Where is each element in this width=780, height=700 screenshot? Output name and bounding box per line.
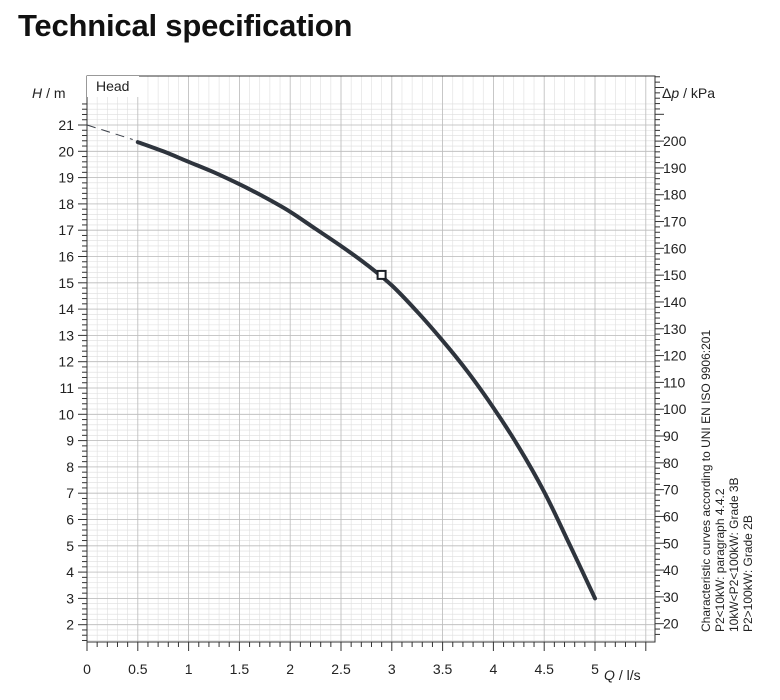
minor-gridlines [87,76,655,642]
note-line-3: 10kW<P2<100kW: Grade 3B [727,477,741,632]
y-tick-label: 5 [66,538,74,554]
y-tick-label: 2 [66,617,74,633]
legend-box [87,76,139,97]
y-tick-label: 12 [58,354,74,370]
y-tick-label: 20 [58,143,74,159]
note-line-1: Characteristic curves according to UNI E… [699,330,713,632]
x-tick-label: 2 [286,661,294,677]
note-line-2: P2<10kW: paragraph 4.4.2 [713,488,727,632]
y-tick-label: 10 [58,406,74,422]
y2-tick-label: 50 [663,535,679,551]
y-tick-label: 3 [66,590,74,606]
x-tick-label: 5 [591,661,599,677]
series-line-head [135,140,597,601]
duty-point-marker [376,269,387,280]
y-tick-label: 9 [66,433,74,449]
x-tick-label: 3 [388,661,396,677]
x-tick-label: 0 [83,661,91,677]
y2-tick-label: 90 [663,428,679,444]
right-axis-ticks [655,76,664,635]
right-axis-labels: 20 30 40 50 60 70 80 90 100 110 120 130 140 150 160 170… [663,133,687,632]
y-tick-label: 21 [58,117,74,133]
x-tick-label: 1.5 [230,661,250,677]
x-tick-label: 3.5 [433,661,453,677]
y-tick-label: 15 [58,275,74,291]
y2-tick-label: 180 [663,187,687,203]
y2-tick-label: 20 [663,616,679,632]
y2-tick-label: 110 [663,374,686,390]
y2-tick-label: 70 [663,482,679,498]
note-line-4: P2>100kW: Grade 2B [741,515,755,632]
x-tick-label: 2.5 [331,661,351,677]
y-axis-left-title: H / m [32,85,66,101]
y-tick-label: 16 [58,249,74,265]
y-tick-label: 4 [66,564,74,580]
left-axis-labels: 2 3 4 5 6 7 8 9 10 11 12 13 14 15 16 17 18 19 20 21 [58,117,74,633]
y-tick-label: 8 [66,459,74,475]
head-extrapolation-dashed [86,124,133,140]
y-tick-label: 7 [66,485,74,501]
x-tick-label: 1 [185,661,193,677]
y2-tick-label: 190 [663,160,687,176]
y-tick-label: 19 [58,170,74,186]
test-standard-notes: Characteristic curves according to UNI E… [699,330,755,632]
y2-tick-label: 150 [663,267,687,283]
x-axis-title: Q / l/s [604,667,641,683]
bottom-axis-ticks [86,642,647,651]
x-tick-label: 4 [490,661,498,677]
y2-tick-label: 60 [663,508,679,524]
plot-frame [86,75,656,643]
y-axis-right-title: Δp / kPa [662,85,715,101]
y-tick-label: 17 [58,222,74,238]
y2-tick-label: 200 [663,133,687,149]
y2-tick-label: 140 [663,294,687,310]
legend-label: Head [96,78,129,94]
y-tick-label: 14 [58,301,74,317]
major-gridlines [87,76,655,642]
y-tick-label: 11 [59,380,74,396]
y2-tick-label: 40 [663,562,679,578]
y-tick-label: 13 [58,327,74,343]
left-axis-ticks [78,103,87,641]
y2-tick-label: 120 [663,348,687,364]
y2-tick-label: 170 [663,214,687,230]
bottom-axis-labels: 0 0.5 1 1.5 2 2.5 3 3.5 4 4.5 5 [83,661,599,677]
y-tick-label: 6 [66,512,74,528]
x-tick-label: 0.5 [128,661,148,677]
page-title: Technical specification [18,8,353,43]
y2-tick-label: 130 [663,321,687,337]
y-tick-label: 18 [58,196,74,212]
y2-tick-label: 30 [663,589,679,605]
y2-tick-label: 80 [663,455,679,471]
x-tick-label: 4.5 [534,661,554,677]
y2-tick-label: 100 [663,401,687,417]
y2-tick-label: 160 [663,240,687,256]
